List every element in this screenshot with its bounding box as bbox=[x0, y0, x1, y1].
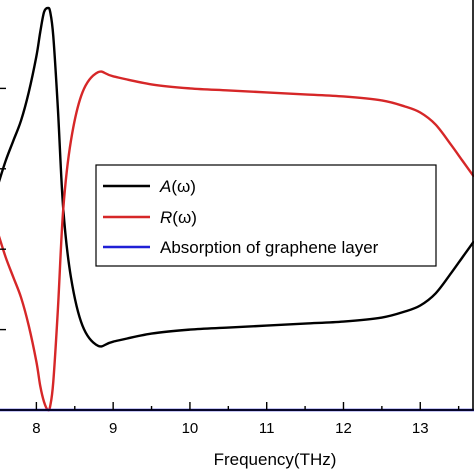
series-line-1 bbox=[0, 70, 474, 412]
x-tick-label: 8 bbox=[32, 420, 40, 437]
plot-frame bbox=[0, 0, 474, 411]
x-tick-label: 11 bbox=[259, 420, 275, 437]
x-tick-label: 10 bbox=[182, 420, 199, 437]
x-tick-label: 13 bbox=[412, 420, 429, 437]
series-line-0 bbox=[0, 6, 474, 348]
legend-label: R(ω) bbox=[160, 208, 197, 227]
legend: A(ω) R(ω) Absorption of graphene layer bbox=[95, 164, 437, 267]
legend-box bbox=[95, 164, 437, 267]
legend-label: A(ω) bbox=[159, 177, 196, 196]
x-tick-label: 9 bbox=[109, 420, 117, 437]
axes: 8 9 10 11 12 13 bbox=[0, 0, 474, 437]
legend-label: Absorption of graphene layer bbox=[160, 238, 379, 257]
x-tick-label: 12 bbox=[335, 420, 352, 437]
x-axis-title: Frequency(THz) bbox=[214, 450, 337, 469]
